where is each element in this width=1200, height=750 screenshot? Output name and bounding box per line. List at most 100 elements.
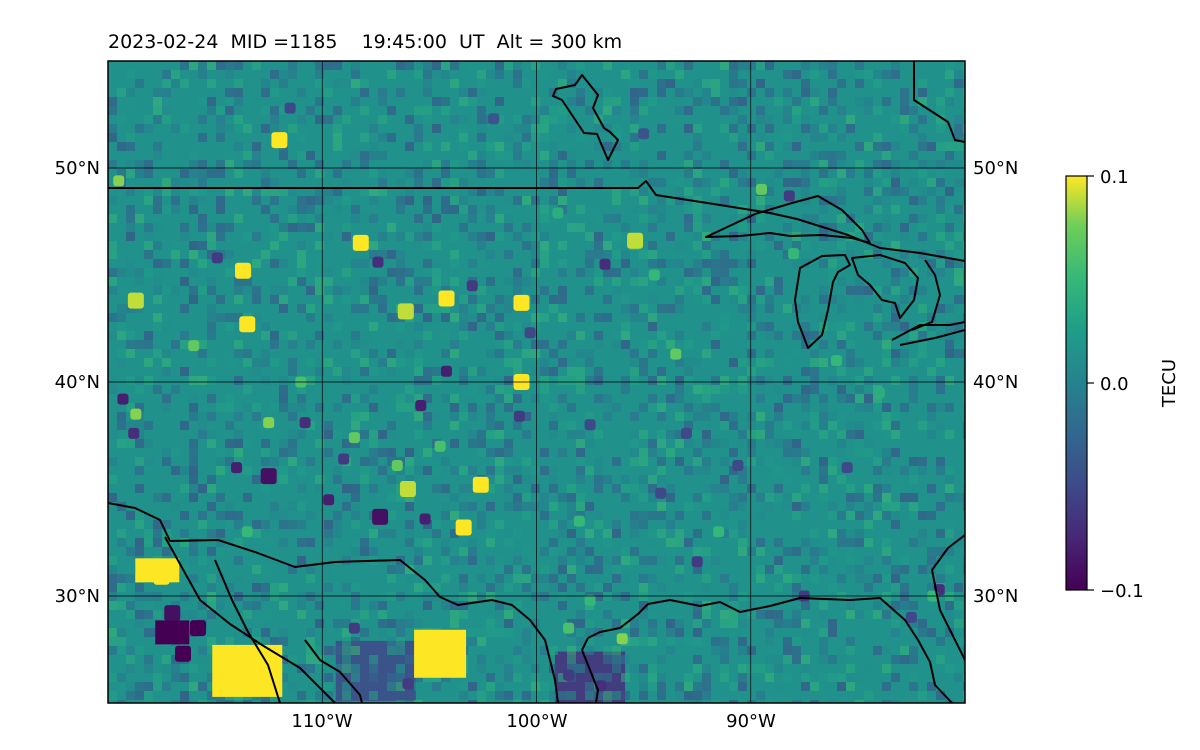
field-texture-cell [675, 115, 684, 124]
field-texture-cell [801, 484, 810, 493]
field-texture-cell [423, 142, 432, 151]
field-texture-cell [738, 97, 747, 106]
field-texture-cell [207, 169, 216, 178]
field-texture-cell [486, 682, 495, 691]
field-texture-cell [486, 214, 495, 223]
field-texture-cell [333, 106, 342, 115]
field-texture-cell [576, 349, 585, 358]
field-texture-cell [549, 295, 558, 304]
field-texture-cell [963, 205, 965, 214]
field-texture-cell [153, 520, 162, 529]
field-texture-cell [441, 205, 450, 214]
field-texture-cell [792, 394, 801, 403]
field-texture-cell [414, 430, 423, 439]
field-texture-cell [837, 304, 846, 313]
field-texture-cell [585, 565, 594, 574]
field-texture-cell [873, 187, 882, 196]
field-texture-cell [954, 349, 963, 358]
field-texture-cell [882, 196, 891, 205]
field-texture-cell [720, 106, 729, 115]
field-texture-cell [162, 286, 171, 295]
field-texture-cell [558, 421, 567, 430]
field-texture-cell [261, 457, 270, 466]
field-texture-cell [864, 700, 873, 703]
field-texture-cell [333, 592, 342, 601]
field-texture-cell [630, 439, 639, 448]
field-texture-cell [126, 214, 135, 223]
field-texture-cell [414, 538, 423, 547]
field-texture-cell [765, 79, 774, 88]
field-texture-cell [477, 133, 486, 142]
tec-patch [212, 644, 283, 697]
field-texture-cell [243, 466, 252, 475]
field-texture-cell [504, 502, 513, 511]
field-texture-cell [189, 556, 198, 565]
field-texture-cell [207, 286, 216, 295]
field-texture-cell [414, 322, 423, 331]
field-texture-cell [945, 493, 954, 502]
field-texture-cell [828, 619, 837, 628]
field-texture-cell [729, 124, 738, 133]
field-texture-cell [873, 169, 882, 178]
field-texture-cell [585, 286, 594, 295]
field-texture-cell [837, 385, 846, 394]
field-texture-cell [576, 61, 585, 70]
field-texture-cell [639, 313, 648, 322]
field-texture-cell [567, 511, 576, 520]
field-texture-cell [585, 268, 594, 277]
field-texture-cell [441, 106, 450, 115]
field-texture-cell [846, 664, 855, 673]
field-texture-cell [279, 403, 288, 412]
field-texture-cell [711, 700, 720, 703]
field-texture-cell [864, 439, 873, 448]
field-texture-cell [324, 232, 333, 241]
field-texture-cell [216, 232, 225, 241]
field-texture-cell [333, 430, 342, 439]
field-texture-cell [396, 574, 405, 583]
field-texture-cell [351, 349, 360, 358]
field-texture-cell [324, 520, 333, 529]
field-texture-cell [855, 430, 864, 439]
field-texture-cell [189, 421, 198, 430]
field-texture-cell [585, 502, 594, 511]
field-texture-cell [207, 610, 216, 619]
field-texture-cell [729, 340, 738, 349]
field-texture-cell [558, 115, 567, 124]
field-texture-cell [369, 601, 378, 610]
field-texture-cell [675, 412, 684, 421]
lat-tick-label-right: 30°N [973, 586, 1018, 607]
field-texture-cell [891, 574, 900, 583]
field-texture-cell [828, 502, 837, 511]
field-texture-cell [522, 142, 531, 151]
baja-peninsula [214, 559, 281, 703]
field-texture-cell [423, 187, 432, 196]
field-texture-cell [927, 331, 936, 340]
field-texture-cell [225, 520, 234, 529]
field-texture-cell [801, 223, 810, 232]
field-texture-cell [909, 394, 918, 403]
field-texture-cell [270, 430, 279, 439]
field-texture-cell [333, 529, 342, 538]
field-texture-cell [693, 529, 702, 538]
field-texture-cell [927, 601, 936, 610]
field-texture-cell [108, 601, 117, 610]
field-texture-cell [450, 61, 459, 70]
field-texture-cell [144, 340, 153, 349]
field-texture-cell [711, 250, 720, 259]
field-texture-cell [234, 430, 243, 439]
field-texture-cell [747, 376, 756, 385]
tec-hotspot [616, 633, 628, 645]
field-texture-cell [648, 484, 657, 493]
field-texture-cell [531, 277, 540, 286]
field-texture-cell [342, 664, 351, 673]
field-texture-cell [945, 601, 954, 610]
field-texture-cell [882, 349, 891, 358]
field-texture-cell [540, 376, 549, 385]
field-texture-cell [702, 673, 711, 682]
field-texture-cell [144, 529, 153, 538]
field-texture-cell [180, 385, 189, 394]
field-texture-cell [198, 412, 207, 421]
field-texture-cell [495, 655, 504, 664]
lat-tick-label-right: 50°N [973, 158, 1018, 179]
field-texture-cell [261, 538, 270, 547]
